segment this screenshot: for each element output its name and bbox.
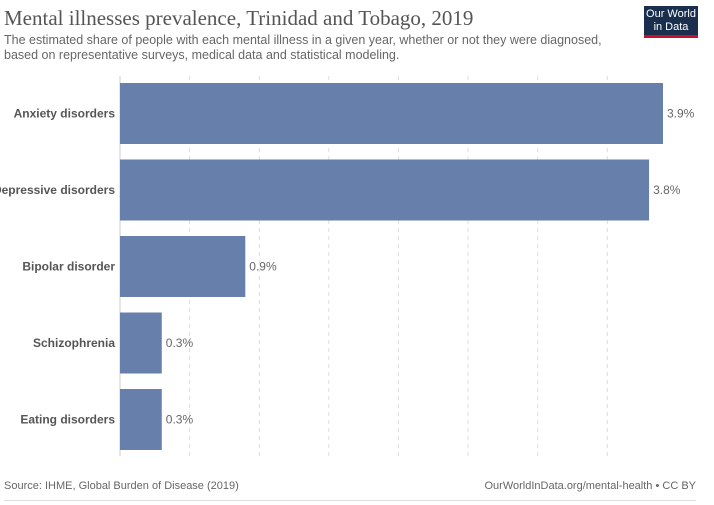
bars [120,83,663,450]
bar[interactable] [120,159,650,221]
category-label: Schizophrenia [33,336,115,350]
credit-link[interactable]: OurWorldInData.org/mental-health • CC BY [484,480,696,492]
footer-rule [4,500,696,501]
chart-subtitle: The estimated share of people with each … [4,33,602,62]
owid-logo[interactable]: Our World in Data [644,6,698,38]
category-label: Depressive disorders [0,183,115,197]
category-label: Anxiety disorders [14,107,116,121]
value-label: 0.9% [249,260,277,274]
category-labels: Anxiety disorders Depressive disorders Bip… [0,107,115,427]
bar[interactable] [120,389,162,450]
category-label: Bipolar disorder [22,260,115,274]
logo-line-1: Our World [646,8,696,20]
chart-title: Mental illnesses prevalence, Trinidad an… [4,6,474,30]
source-note: Source: IHME, Global Burden of Disease (… [4,480,239,492]
value-labels: 3.9% 3.8% 0.9% 0.3% 0.3% [166,107,695,427]
value-label: 0.3% [166,413,194,427]
bar[interactable] [120,312,162,374]
logo-line-2: in Data [653,21,689,33]
category-label: Eating disorders [20,413,115,427]
bar[interactable] [120,236,246,297]
value-label: 3.9% [667,107,695,121]
bar[interactable] [120,83,663,144]
value-label: 3.8% [653,183,681,197]
value-label: 0.3% [166,336,194,350]
